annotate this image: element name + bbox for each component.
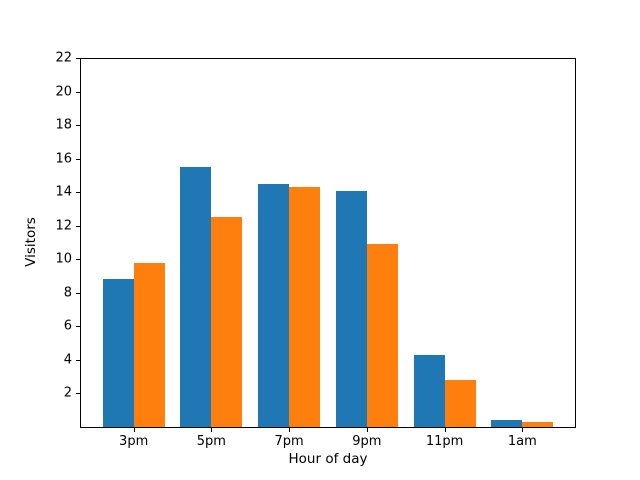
x-tick-label: 11pm <box>425 434 464 449</box>
y-tick-mark <box>76 393 80 395</box>
y-tick-label: 4 <box>63 352 72 368</box>
y-tick-label: 8 <box>63 285 72 301</box>
x-axis-title: Hour of day <box>288 451 368 467</box>
x-tick-mark <box>289 428 291 432</box>
y-tick-mark <box>76 259 80 261</box>
bar-5pm-blue-series <box>180 167 212 427</box>
bar-7pm-orange-series <box>289 187 321 427</box>
bar-1am-orange-series <box>522 421 554 427</box>
x-tick-label: 5pm <box>196 434 226 449</box>
y-tick-mark <box>76 359 80 361</box>
x-tick-mark <box>211 428 213 432</box>
y-tick-label: 12 <box>55 218 72 234</box>
x-tick-mark <box>133 428 135 432</box>
y-tick-mark <box>76 158 80 160</box>
y-tick-mark <box>76 125 80 127</box>
bar-11pm-orange-series <box>444 380 476 427</box>
plot-area <box>80 58 576 428</box>
y-tick-mark <box>76 225 80 227</box>
y-tick-label: 20 <box>55 84 72 100</box>
bar-1am-blue-series <box>491 420 523 427</box>
y-tick-label: 6 <box>63 318 72 334</box>
bar-3pm-blue-series <box>102 279 134 427</box>
bar-5pm-orange-series <box>211 217 243 427</box>
y-tick-label: 2 <box>63 385 72 401</box>
y-tick-label: 16 <box>55 151 72 167</box>
x-tick-mark <box>366 428 368 432</box>
bar-11pm-blue-series <box>413 354 445 427</box>
x-tick-label: 3pm <box>119 434 149 449</box>
x-tick-mark <box>522 428 524 432</box>
x-tick-label: 9pm <box>352 434 382 449</box>
y-tick-label: 14 <box>55 184 72 200</box>
y-tick-label: 22 <box>55 50 72 66</box>
y-tick-label: 18 <box>55 117 72 133</box>
bar-9pm-orange-series <box>366 244 398 427</box>
y-tick-label: 10 <box>55 251 72 267</box>
bar-3pm-orange-series <box>133 262 165 427</box>
y-tick-mark <box>76 326 80 328</box>
y-tick-mark <box>76 58 80 59</box>
y-tick-mark <box>76 91 80 93</box>
y-tick-mark <box>76 192 80 194</box>
x-tick-mark <box>444 428 446 432</box>
bar-9pm-blue-series <box>335 190 367 427</box>
x-tick-label: 7pm <box>274 434 304 449</box>
y-tick-mark <box>76 292 80 294</box>
x-tick-label: 1am <box>507 434 537 449</box>
bar-7pm-blue-series <box>258 183 290 427</box>
